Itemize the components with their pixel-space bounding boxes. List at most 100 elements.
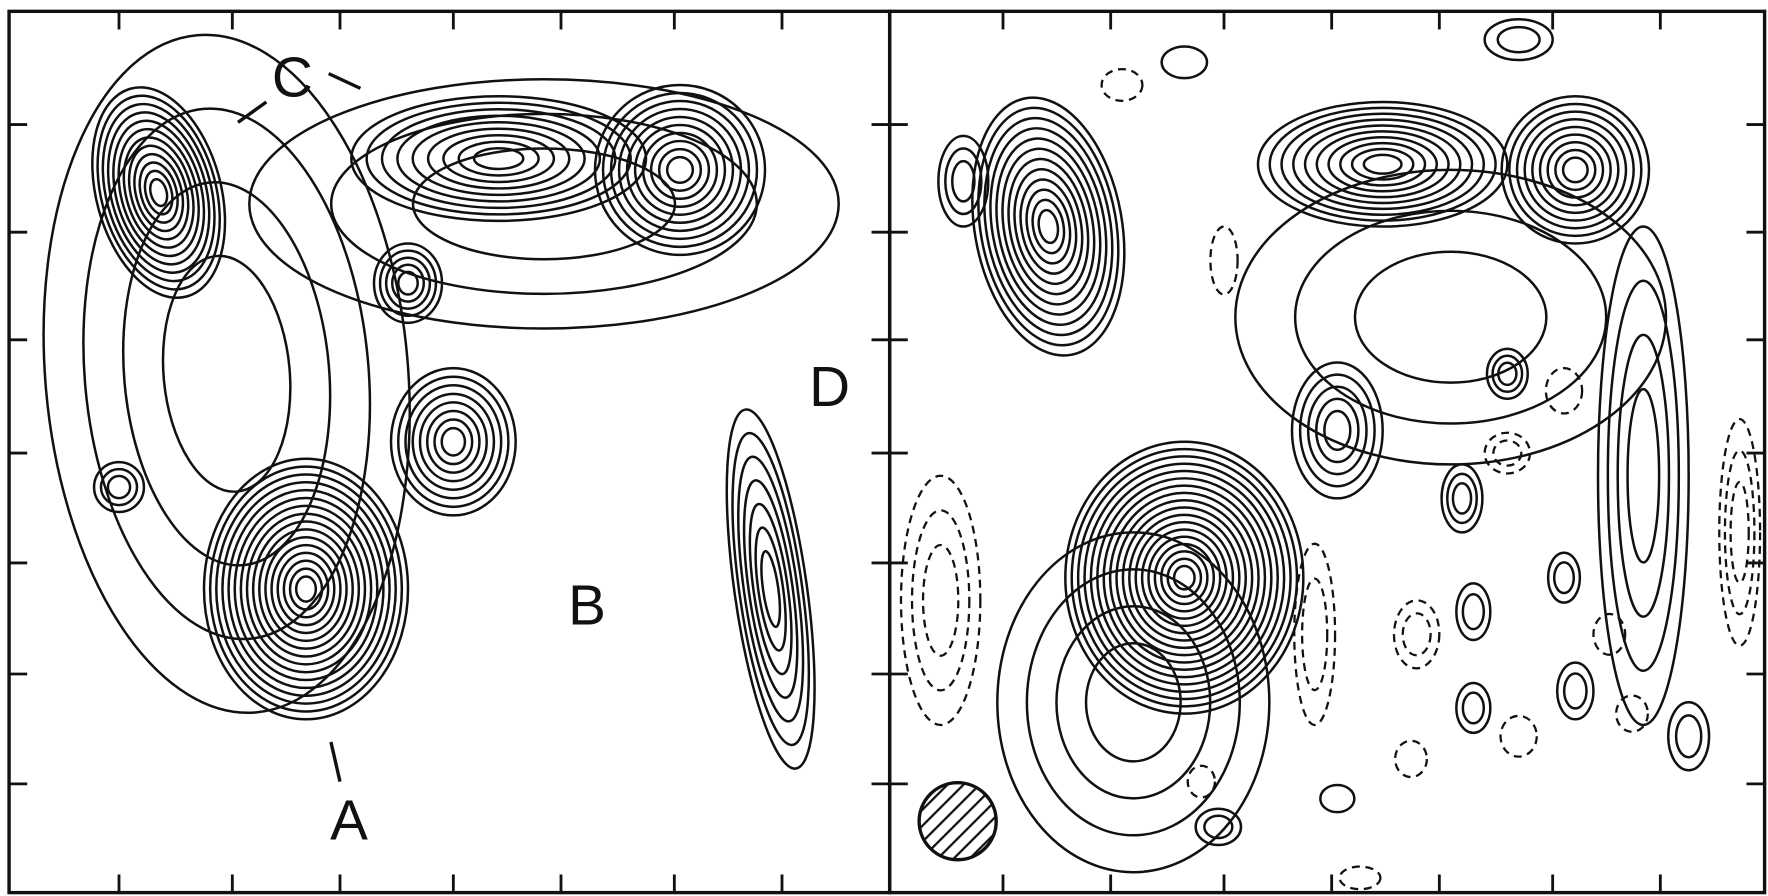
contour-line xyxy=(101,469,137,505)
contour-line xyxy=(1029,197,1068,255)
contour-line xyxy=(1196,809,1241,845)
contour-line xyxy=(997,532,1269,872)
contour-line xyxy=(1509,104,1641,236)
contour-line xyxy=(1282,114,1484,215)
contour-line xyxy=(229,490,384,688)
contour-line xyxy=(1352,149,1413,180)
contour-line xyxy=(442,428,465,455)
contour-line xyxy=(619,109,741,231)
contour-line xyxy=(1456,583,1490,640)
contour-line xyxy=(253,522,359,657)
contour-line xyxy=(1292,362,1383,498)
label-arrow xyxy=(331,742,340,782)
contour-line xyxy=(1485,433,1530,474)
contour-line xyxy=(1598,227,1689,725)
label-d: D xyxy=(809,356,850,419)
contour-line xyxy=(1540,135,1611,206)
contour-line xyxy=(382,109,615,208)
contour-line xyxy=(1294,544,1335,725)
label-a: A xyxy=(330,790,368,853)
contour-line xyxy=(1563,158,1588,183)
contour-line xyxy=(1395,741,1427,777)
contour-line xyxy=(1463,693,1484,724)
contour-line xyxy=(1548,553,1580,603)
contour-line xyxy=(1557,663,1593,720)
contour-line xyxy=(1564,674,1586,709)
contour-line xyxy=(1036,209,1060,245)
contour-line xyxy=(1102,69,1143,101)
contour-line xyxy=(1162,46,1207,78)
contour-line xyxy=(428,129,569,189)
contour-line xyxy=(413,394,494,490)
contour-line xyxy=(667,157,693,183)
contour-line xyxy=(290,569,322,610)
contour-line xyxy=(1324,411,1350,450)
contour-line xyxy=(1091,471,1278,684)
contour-line xyxy=(413,122,585,195)
contour-line xyxy=(1618,335,1669,617)
contour-line xyxy=(374,244,442,323)
contour-line xyxy=(1340,867,1381,890)
contour-figure: C D B A xyxy=(0,0,1768,896)
contour-line xyxy=(1517,112,1634,229)
contour-line xyxy=(1676,715,1701,757)
contour-line xyxy=(945,149,981,214)
contour-line xyxy=(1104,486,1265,670)
contour-line xyxy=(1485,19,1553,60)
contour-line xyxy=(1302,579,1327,691)
contour-line xyxy=(434,420,472,465)
contour-line xyxy=(1493,441,1521,466)
contour-line xyxy=(953,85,1143,367)
contour-line xyxy=(380,251,436,316)
contour-line xyxy=(278,553,335,625)
contour-line xyxy=(1725,451,1754,615)
contour-line xyxy=(1329,137,1437,191)
contour-line xyxy=(1463,594,1484,629)
label-b: B xyxy=(568,574,606,637)
contour-line xyxy=(1628,389,1660,562)
contour-line xyxy=(1501,716,1537,757)
contour-line xyxy=(296,576,316,601)
contour-line xyxy=(1072,449,1297,706)
contour-line xyxy=(923,545,958,656)
contour-line xyxy=(1006,164,1091,289)
contour-line xyxy=(1616,696,1648,732)
contour-line xyxy=(1498,27,1540,52)
contour-line xyxy=(272,545,341,633)
contour-line xyxy=(216,474,395,703)
contour-line xyxy=(1320,785,1354,812)
contour-line xyxy=(1149,537,1221,619)
contour-line xyxy=(1731,482,1749,583)
contour-line xyxy=(108,476,130,498)
contour-line xyxy=(1453,483,1471,513)
contour-line xyxy=(147,177,169,207)
contour-line xyxy=(1210,227,1237,295)
contour-line xyxy=(367,103,631,215)
contour-line xyxy=(1155,544,1214,611)
contour-line xyxy=(1316,399,1358,462)
contour-line xyxy=(210,467,402,712)
contour-line xyxy=(235,498,378,680)
contour-line xyxy=(1085,464,1285,692)
contour-line xyxy=(1364,155,1402,174)
page: C D B A (() => { const data = JSON.parse… xyxy=(0,0,1768,896)
contour-line xyxy=(420,402,487,481)
contour-line xyxy=(398,377,508,507)
contour-line xyxy=(1532,127,1618,213)
contour-line xyxy=(1402,613,1431,655)
contour-line xyxy=(961,97,1136,357)
contour-line xyxy=(1555,150,1595,190)
contour-line xyxy=(1456,683,1490,733)
contour-line xyxy=(1393,600,1440,669)
contour-line xyxy=(1554,562,1574,593)
label-c: C xyxy=(272,47,313,110)
contour-line xyxy=(1668,702,1709,770)
contour-line xyxy=(758,550,784,628)
contour-line xyxy=(154,251,300,497)
contour-line xyxy=(259,529,352,648)
contour-line xyxy=(952,161,974,201)
contour-line xyxy=(1086,643,1181,761)
contour-line xyxy=(1056,606,1210,798)
contour-line xyxy=(1110,493,1258,663)
contour-line xyxy=(106,120,212,265)
